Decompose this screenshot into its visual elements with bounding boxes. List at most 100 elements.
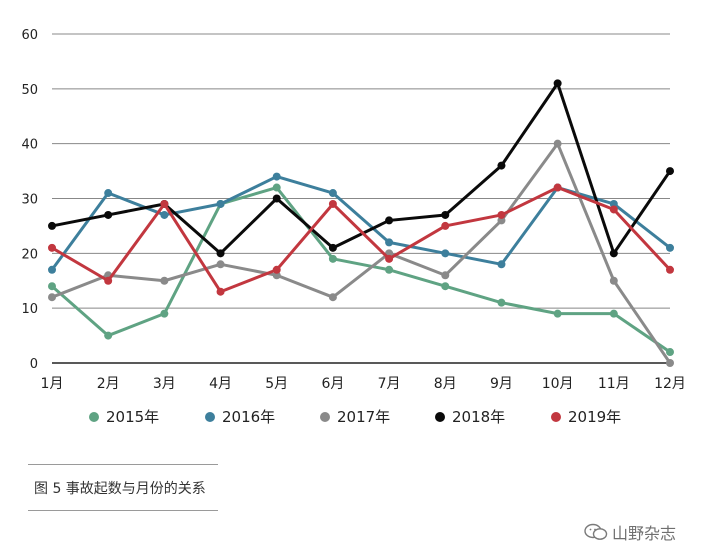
y-tick-label: 40 <box>21 138 38 153</box>
y-tick-label: 10 <box>21 302 38 317</box>
x-tick-label: 8月 <box>434 376 457 392</box>
series-3 <box>48 79 674 258</box>
legend-item: 2018年 <box>435 408 505 426</box>
watermark: 山野杂志 <box>584 520 676 544</box>
legend-marker <box>435 412 445 422</box>
legend: 2015年 2016年 2017年 2018年 2019年 <box>89 408 621 426</box>
data-point <box>160 199 169 208</box>
data-point <box>328 199 337 208</box>
data-point <box>553 139 562 148</box>
grid-lines <box>52 33 670 364</box>
data-point <box>272 194 281 203</box>
y-tick-label: 30 <box>21 193 38 208</box>
series-group <box>48 79 674 367</box>
legend-marker <box>89 412 99 422</box>
data-point <box>48 221 56 230</box>
data-point <box>48 243 56 252</box>
data-point <box>553 183 562 192</box>
data-point <box>441 282 450 291</box>
data-point <box>609 276 618 285</box>
legend-item: 2017年 <box>320 408 390 426</box>
y-tick-label: 0 <box>30 357 38 372</box>
data-point <box>441 210 450 219</box>
caption-bottom-rule <box>28 510 218 511</box>
data-point <box>666 167 674 176</box>
data-point <box>441 271 450 280</box>
series-4 <box>48 183 674 296</box>
data-point <box>160 309 169 318</box>
wechat-icon <box>584 523 608 540</box>
x-axis-tick-labels: 1月 2月 3月 4月 5月 6月 7月 8月 9月 10月 11月 12月 <box>41 376 686 392</box>
series-line <box>51 186 671 354</box>
data-point <box>272 271 281 280</box>
data-point <box>48 293 56 302</box>
data-point <box>497 298 506 307</box>
series-1 <box>48 172 674 274</box>
data-point <box>609 309 618 318</box>
data-point <box>497 161 506 170</box>
x-tick-label: 3月 <box>153 376 176 392</box>
data-point <box>216 260 225 269</box>
data-point <box>328 254 337 263</box>
x-tick-label: 1月 <box>41 376 64 392</box>
x-tick-label: 7月 <box>378 376 401 392</box>
data-point <box>666 265 674 274</box>
legend-marker <box>205 412 215 422</box>
data-point <box>272 183 281 192</box>
x-tick-label: 4月 <box>209 376 232 392</box>
legend-item: 2015年 <box>89 408 159 426</box>
data-point <box>385 238 394 247</box>
legend-marker <box>320 412 330 422</box>
data-point <box>497 216 506 225</box>
data-point <box>385 254 394 263</box>
series-line <box>51 186 672 294</box>
legend-label: 2017年 <box>337 408 390 426</box>
x-tick-label: 9月 <box>490 376 513 392</box>
data-point <box>328 189 337 198</box>
x-tick-label: 11月 <box>598 376 630 392</box>
data-point <box>216 249 225 258</box>
legend-label: 2019年 <box>568 408 621 426</box>
data-point <box>609 249 618 258</box>
data-point <box>609 205 618 214</box>
x-tick-label: 5月 <box>265 376 288 392</box>
data-point <box>666 243 674 252</box>
legend-label: 2016年 <box>222 408 275 426</box>
legend-label: 2015年 <box>106 408 159 426</box>
legend-item: 2019年 <box>551 408 621 426</box>
x-tick-label: 10月 <box>542 376 574 392</box>
y-axis-tick-labels: 0 10 20 30 40 50 60 <box>21 28 38 372</box>
x-tick-label: 6月 <box>321 376 344 392</box>
data-point <box>385 216 394 225</box>
data-point <box>104 210 113 219</box>
line-chart: 0 10 20 30 40 50 60 1月 2月 3月 4月 5月 6月 7月 8月 9月 10月 11月 12… <box>21 28 686 426</box>
data-point <box>441 249 450 258</box>
data-point <box>160 210 169 219</box>
data-point <box>104 276 113 285</box>
legend-marker <box>551 412 561 422</box>
data-point <box>553 79 562 88</box>
legend-label: 2018年 <box>452 408 505 426</box>
data-point <box>272 265 281 274</box>
data-point <box>497 260 506 269</box>
data-point <box>216 199 225 208</box>
watermark-text: 山野杂志 <box>611 524 676 543</box>
y-tick-label: 20 <box>21 247 38 262</box>
x-tick-label: 2月 <box>97 376 120 392</box>
data-point <box>48 282 56 291</box>
data-point <box>104 331 113 340</box>
series-line <box>51 81 672 255</box>
data-point <box>160 276 169 285</box>
data-point <box>328 243 337 252</box>
data-point <box>553 309 562 318</box>
legend-item: 2016年 <box>205 408 275 426</box>
x-tick-label: 12月 <box>654 376 686 392</box>
data-point <box>48 265 56 274</box>
y-tick-label: 60 <box>21 28 38 43</box>
series-2 <box>48 139 674 367</box>
data-point <box>104 189 113 198</box>
data-point <box>216 287 225 296</box>
data-point <box>441 221 450 230</box>
data-point <box>328 293 337 302</box>
data-point <box>666 359 674 367</box>
